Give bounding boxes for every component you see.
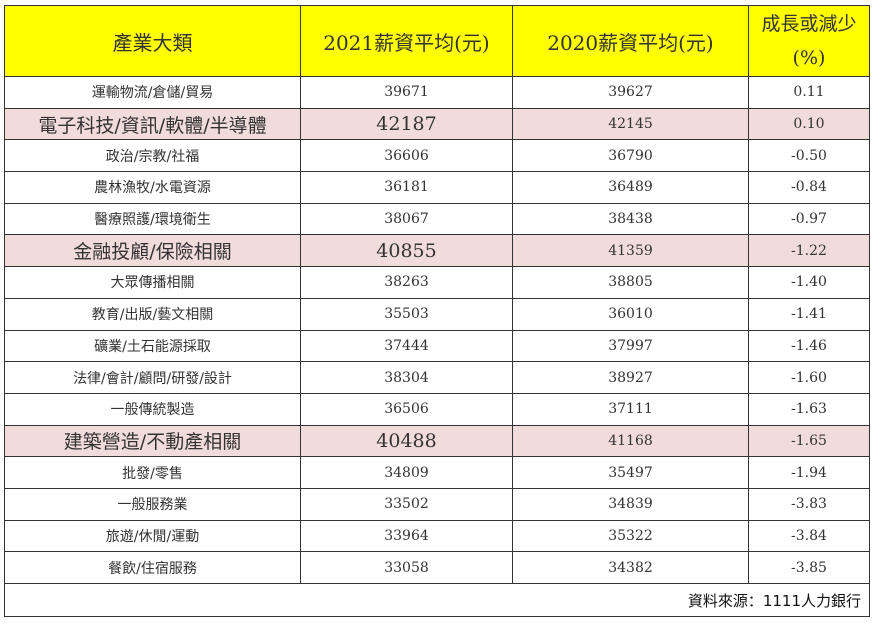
salary-2021-cell: 38067 bbox=[300, 202, 513, 236]
table-row: 建築營造/不動產相關 40488 41168 -1.65 bbox=[4, 424, 870, 458]
growth-cell: 0.11 bbox=[748, 76, 870, 109]
salary-2020-cell: 39627 bbox=[512, 76, 749, 109]
salary-2021-cell: 40855 bbox=[300, 234, 513, 268]
category-cell: 政治/宗教/社福 bbox=[4, 139, 301, 173]
table-row: 運輸物流/倉儲/貿易 39671 39627 0.11 bbox=[4, 76, 870, 109]
growth-cell: -1.46 bbox=[748, 329, 870, 363]
growth-cell: -1.40 bbox=[748, 266, 870, 299]
growth-cell: -1.41 bbox=[748, 297, 870, 331]
table-header: 產業大類 2021薪資平均(元) 2020薪資平均(元) 成長或減少 (%) bbox=[4, 5, 870, 77]
salary-2021-cell: 38304 bbox=[300, 361, 513, 394]
salary-2021-cell: 34809 bbox=[300, 456, 513, 489]
growth-cell: -0.97 bbox=[748, 202, 870, 236]
salary-2020-cell: 38927 bbox=[512, 361, 749, 394]
category-cell: 礦業/土石能源採取 bbox=[4, 329, 301, 363]
salary-2020-cell: 37997 bbox=[512, 329, 749, 363]
salary-2021-cell: 42187 bbox=[300, 107, 513, 141]
category-cell: 旅遊/休閒/運動 bbox=[4, 519, 301, 553]
table-row: 政治/宗教/社福 36606 36790 -0.50 bbox=[4, 139, 870, 173]
salary-2021-cell: 37444 bbox=[300, 329, 513, 363]
salary-table: 產業大類 2021薪資平均(元) 2020薪資平均(元) 成長或減少 (%) 運… bbox=[4, 5, 870, 617]
category-cell: 醫療照護/環境衛生 bbox=[4, 202, 301, 236]
table-row: 醫療照護/環境衛生 38067 38438 -0.97 bbox=[4, 202, 870, 236]
category-cell: 大眾傳播相關 bbox=[4, 266, 301, 299]
header-salary-2021: 2021薪資平均(元) bbox=[300, 5, 513, 77]
growth-cell: -1.60 bbox=[748, 361, 870, 394]
category-cell: 金融投顧/保險相關 bbox=[4, 234, 301, 268]
category-cell: 餐飲/住宿服務 bbox=[4, 551, 301, 584]
header-growth-title: 成長或減少 bbox=[761, 13, 857, 35]
table-row: 教育/出版/藝文相關 35503 36010 -1.41 bbox=[4, 297, 870, 331]
salary-2021-cell: 36606 bbox=[300, 139, 513, 173]
salary-2020-cell: 41168 bbox=[512, 424, 749, 458]
growth-cell: -1.65 bbox=[748, 424, 870, 458]
growth-cell: -1.94 bbox=[748, 456, 870, 489]
salary-2020-cell: 35497 bbox=[512, 456, 749, 489]
salary-2021-cell: 33502 bbox=[300, 487, 513, 521]
growth-cell: -3.83 bbox=[748, 487, 870, 521]
table-row: 一般服務業 33502 34839 -3.83 bbox=[4, 487, 870, 521]
table-body: 運輸物流/倉儲/貿易 39671 39627 0.11 電子科技/資訊/軟體/半導體 42… bbox=[4, 76, 870, 584]
salary-2020-cell: 36489 bbox=[512, 171, 749, 204]
salary-2021-cell: 38263 bbox=[300, 266, 513, 299]
growth-cell: -1.22 bbox=[748, 234, 870, 268]
growth-cell: -1.63 bbox=[748, 392, 870, 426]
salary-2021-cell: 35503 bbox=[300, 297, 513, 331]
salary-2021-cell: 39671 bbox=[300, 76, 513, 109]
category-cell: 運輸物流/倉儲/貿易 bbox=[4, 76, 301, 109]
table-row: 旅遊/休閒/運動 33964 35322 -3.84 bbox=[4, 519, 870, 553]
salary-2020-cell: 36010 bbox=[512, 297, 749, 331]
salary-2020-cell: 41359 bbox=[512, 234, 749, 268]
growth-cell: 0.10 bbox=[748, 107, 870, 141]
growth-cell: -0.84 bbox=[748, 171, 870, 204]
header-category: 產業大類 bbox=[4, 5, 301, 77]
category-cell: 法律/會計/顧問/研發/設計 bbox=[4, 361, 301, 394]
source-note: 資料來源：1111人力銀行 bbox=[4, 583, 870, 617]
category-cell: 一般傳統製造 bbox=[4, 392, 301, 426]
salary-2020-cell: 42145 bbox=[512, 107, 749, 141]
category-cell: 電子科技/資訊/軟體/半導體 bbox=[4, 107, 301, 141]
salary-2021-cell: 36506 bbox=[300, 392, 513, 426]
salary-2020-cell: 34382 bbox=[512, 551, 749, 584]
table-row: 農林漁牧/水電資源 36181 36489 -0.84 bbox=[4, 171, 870, 204]
table-row: 餐飲/住宿服務 33058 34382 -3.85 bbox=[4, 551, 870, 584]
category-cell: 一般服務業 bbox=[4, 487, 301, 521]
salary-2021-cell: 33058 bbox=[300, 551, 513, 584]
salary-2020-cell: 38438 bbox=[512, 202, 749, 236]
table-row: 一般傳統製造 36506 37111 -1.63 bbox=[4, 392, 870, 426]
category-cell: 農林漁牧/水電資源 bbox=[4, 171, 301, 204]
table-row: 大眾傳播相關 38263 38805 -1.40 bbox=[4, 266, 870, 299]
salary-2021-cell: 40488 bbox=[300, 424, 513, 458]
header-growth-unit: (%) bbox=[792, 47, 826, 69]
salary-2020-cell: 38805 bbox=[512, 266, 749, 299]
growth-cell: -0.50 bbox=[748, 139, 870, 173]
table-row: 礦業/土石能源採取 37444 37997 -1.46 bbox=[4, 329, 870, 363]
salary-2020-cell: 35322 bbox=[512, 519, 749, 553]
table-row: 電子科技/資訊/軟體/半導體 42187 42145 0.10 bbox=[4, 107, 870, 141]
table-row: 批發/零售 34809 35497 -1.94 bbox=[4, 456, 870, 489]
salary-2020-cell: 36790 bbox=[512, 139, 749, 173]
salary-2021-cell: 33964 bbox=[300, 519, 513, 553]
header-growth: 成長或減少 (%) bbox=[748, 5, 870, 77]
salary-2021-cell: 36181 bbox=[300, 171, 513, 204]
header-salary-2020: 2020薪資平均(元) bbox=[512, 5, 749, 77]
table-row: 法律/會計/顧問/研發/設計 38304 38927 -1.60 bbox=[4, 361, 870, 394]
salary-2020-cell: 34839 bbox=[512, 487, 749, 521]
category-cell: 建築營造/不動產相關 bbox=[4, 424, 301, 458]
category-cell: 教育/出版/藝文相關 bbox=[4, 297, 301, 331]
table-row: 金融投顧/保險相關 40855 41359 -1.22 bbox=[4, 234, 870, 268]
category-cell: 批發/零售 bbox=[4, 456, 301, 489]
salary-2020-cell: 37111 bbox=[512, 392, 749, 426]
growth-cell: -3.84 bbox=[748, 519, 870, 553]
growth-cell: -3.85 bbox=[748, 551, 870, 584]
